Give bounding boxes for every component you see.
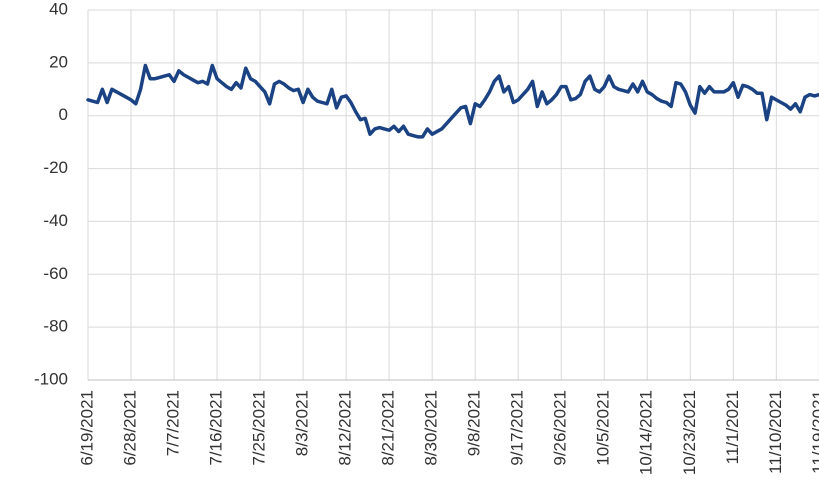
x-tick-label: 10/23/2021 — [680, 390, 699, 475]
x-tick-label: 8/12/2021 — [336, 390, 355, 466]
y-tick-label: 20 — [49, 52, 68, 71]
x-tick-label: 7/25/2021 — [250, 390, 269, 466]
x-tick-label: 11/1/2021 — [723, 390, 742, 464]
y-tick-label: -40 — [43, 211, 68, 230]
x-tick-label: 11/10/2021 — [766, 390, 785, 474]
x-tick-label: 9/17/2021 — [508, 390, 527, 466]
y-tick-label: -20 — [43, 158, 68, 177]
line — [86, 63, 819, 139]
x-tick-label: 7/7/2021 — [164, 390, 183, 456]
y-tick-label: 0 — [59, 105, 68, 124]
x-tick-label: 9/26/2021 — [551, 390, 570, 466]
x-tick-label: 11/19/2021 — [809, 390, 819, 474]
x-tick-label: 7/16/2021 — [207, 390, 226, 466]
y-tick-label: 40 — [49, 0, 68, 18]
y-tick-label: -60 — [43, 264, 68, 283]
x-tick-label: 8/3/2021 — [293, 390, 312, 456]
x-tick-label: 10/5/2021 — [594, 390, 613, 466]
y-tick-label: -80 — [43, 317, 68, 336]
x-tick-label: 6/19/2021 — [77, 390, 96, 466]
x-tick-label: 8/21/2021 — [379, 390, 398, 466]
x-tick-label: 8/30/2021 — [422, 390, 441, 466]
x-tick-label: 9/8/2021 — [465, 390, 484, 456]
y-tick-label: -100 — [34, 369, 68, 388]
x-tick-label: 10/14/2021 — [637, 390, 656, 475]
x-tick-label: 6/28/2021 — [121, 390, 140, 466]
